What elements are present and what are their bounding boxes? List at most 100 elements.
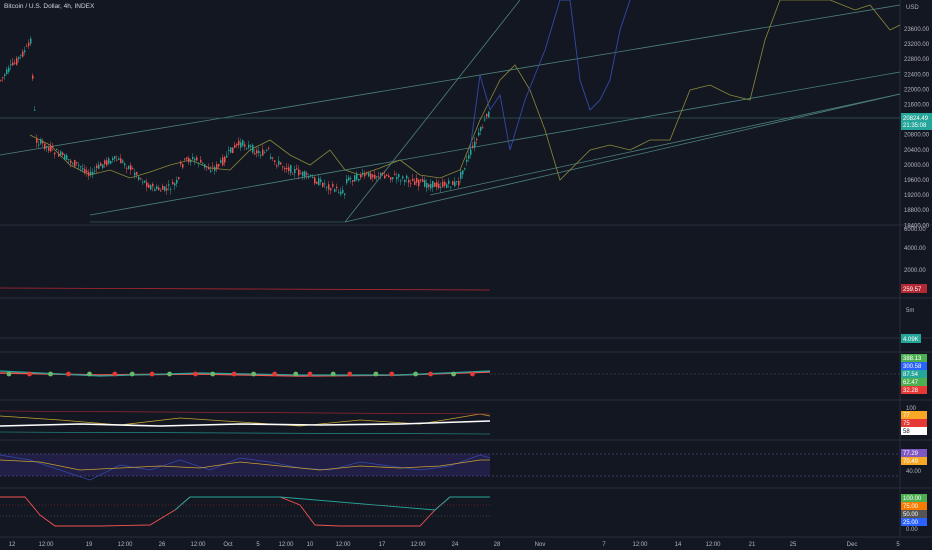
candle-body bbox=[124, 163, 126, 166]
candle-body bbox=[248, 144, 250, 148]
candle-body bbox=[14, 62, 16, 64]
candle-body bbox=[326, 186, 328, 188]
candle-body bbox=[468, 155, 470, 159]
candle-body bbox=[184, 158, 186, 160]
candle-body bbox=[172, 182, 174, 185]
candle-body bbox=[354, 175, 356, 182]
candle-body bbox=[16, 58, 18, 65]
candle-body bbox=[334, 189, 336, 192]
candle-body bbox=[480, 127, 482, 131]
candle-body bbox=[288, 167, 290, 172]
candle-body bbox=[450, 186, 452, 188]
candle-body bbox=[424, 179, 426, 187]
pane6-value-tags: 100.00 75.00 50.00 25.00 bbox=[901, 494, 927, 526]
price-label: 22000.00 bbox=[904, 87, 930, 93]
signal-dot bbox=[149, 371, 155, 377]
candle-body bbox=[158, 187, 160, 190]
candle-body bbox=[444, 182, 446, 186]
signal-dot bbox=[48, 371, 53, 377]
candle-body bbox=[34, 109, 36, 111]
candle-body bbox=[182, 164, 184, 168]
candle-body bbox=[238, 140, 240, 146]
candle-body bbox=[2, 77, 4, 78]
value-tag-bg bbox=[901, 457, 927, 465]
candle-body bbox=[338, 192, 340, 194]
chart-title: Bitcoin / U.S. Dollar, 4h, INDEX bbox=[4, 3, 95, 10]
candle-body bbox=[178, 177, 180, 180]
candle-body bbox=[310, 174, 312, 177]
price-axis[interactable]: 23600.00 23200.00 22800.00 22400.00 22000.00… bbox=[904, 27, 930, 229]
projection-blue-path[interactable] bbox=[469, 0, 631, 151]
time-label: 7 bbox=[602, 542, 606, 548]
candlestick-series[interactable] bbox=[0, 36, 490, 199]
signal-dot bbox=[251, 371, 257, 377]
candle-body bbox=[394, 173, 396, 175]
candle-body bbox=[478, 132, 480, 136]
candle-body bbox=[438, 183, 440, 189]
signal-dot bbox=[330, 371, 336, 377]
pane4-label-100: 100 bbox=[906, 406, 917, 412]
candle-body bbox=[142, 181, 144, 183]
candle-body bbox=[296, 168, 298, 170]
signal-dot bbox=[210, 371, 216, 377]
price-label: 21600.00 bbox=[904, 103, 930, 109]
candle-body bbox=[104, 160, 106, 165]
candle-body bbox=[20, 54, 22, 56]
candle-body bbox=[218, 164, 220, 167]
candle-body bbox=[64, 154, 66, 160]
value-tag-bg bbox=[901, 427, 927, 435]
candle-body bbox=[278, 160, 280, 165]
candle-body bbox=[226, 155, 228, 158]
candle-body bbox=[214, 167, 216, 171]
candle-body bbox=[322, 182, 324, 187]
candle-body bbox=[452, 181, 454, 185]
pane4-red-band bbox=[0, 410, 491, 415]
candle-body bbox=[188, 158, 190, 163]
candle-body bbox=[392, 177, 394, 180]
candle-body bbox=[324, 183, 326, 185]
candle-body bbox=[90, 171, 92, 175]
candle-body bbox=[366, 173, 368, 175]
candle-body bbox=[114, 156, 116, 159]
candle-body bbox=[244, 144, 246, 147]
candle-body bbox=[36, 138, 38, 143]
candle-body bbox=[102, 164, 104, 168]
candle-body bbox=[358, 179, 360, 181]
candle-body bbox=[28, 42, 30, 46]
candle-body bbox=[190, 160, 192, 163]
candle-body bbox=[174, 183, 176, 186]
candle-body bbox=[426, 182, 428, 188]
time-label: Dec bbox=[847, 542, 858, 548]
signal-dot bbox=[6, 371, 12, 377]
candle-body bbox=[230, 147, 232, 153]
candle-body bbox=[120, 158, 122, 164]
candle-body bbox=[72, 163, 74, 165]
trend-channel[interactable] bbox=[0, 0, 901, 223]
candle-body bbox=[96, 165, 98, 169]
value-tag: 62.47 bbox=[903, 380, 919, 386]
signal-dot bbox=[167, 371, 173, 377]
pane5-value-tags: 77.29 70.49 bbox=[901, 449, 927, 465]
candle-body bbox=[398, 174, 400, 178]
value-tag: 77 bbox=[903, 413, 910, 419]
candle-body bbox=[308, 177, 310, 179]
candle-body bbox=[106, 160, 108, 166]
candle-body bbox=[58, 154, 60, 157]
candle-body bbox=[272, 157, 274, 159]
candle-body bbox=[6, 69, 8, 75]
projection-olive-line[interactable] bbox=[29, 0, 901, 181]
candle-body bbox=[92, 172, 94, 175]
candle-body bbox=[98, 164, 100, 169]
value-tag: 75.00 bbox=[903, 504, 919, 510]
candle-body bbox=[236, 143, 238, 146]
candle-body bbox=[382, 172, 384, 174]
candle-body bbox=[274, 160, 276, 162]
signal-dot bbox=[470, 371, 475, 377]
pane5-blue-line bbox=[0, 454, 491, 481]
candle-body bbox=[128, 165, 130, 169]
candle-body bbox=[122, 160, 124, 163]
candle-body bbox=[202, 162, 204, 164]
candle-body bbox=[484, 119, 486, 121]
time-axis[interactable]: 12 12:00 19 12:00 26 12:00 Oct 5 12:00 10 12:00 17 1… bbox=[9, 542, 901, 548]
